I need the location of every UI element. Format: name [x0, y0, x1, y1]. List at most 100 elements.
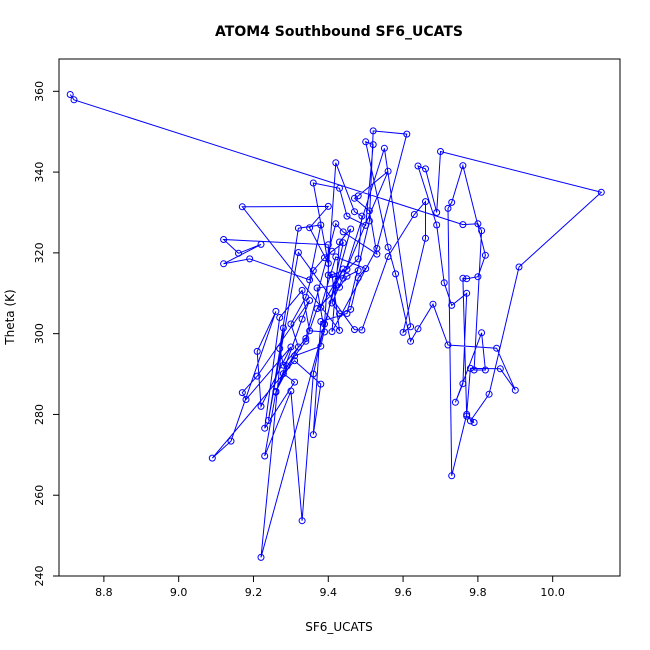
data-point — [384, 167, 392, 175]
data-point — [279, 370, 287, 378]
x-tick-label: 8.8 — [95, 586, 113, 599]
data-point — [365, 207, 373, 215]
data-point — [317, 221, 325, 229]
y-tick-label: 240 — [33, 566, 46, 587]
data-point — [414, 162, 422, 170]
data-point — [354, 274, 362, 282]
data-point — [343, 272, 351, 280]
data-point — [380, 144, 388, 152]
data-point — [328, 299, 336, 307]
data-point — [339, 239, 347, 247]
data-point — [384, 243, 392, 251]
data-point — [324, 271, 332, 279]
data-point — [384, 253, 392, 260]
data-point — [298, 517, 306, 525]
data-point — [459, 221, 467, 229]
data-point — [321, 254, 328, 262]
plot-frame — [58, 58, 621, 577]
data-point — [422, 198, 429, 206]
data-point — [328, 271, 336, 279]
data-point — [302, 335, 310, 342]
data-point — [433, 221, 441, 229]
data-point — [328, 247, 336, 255]
data-point — [313, 284, 321, 292]
data-point — [481, 251, 489, 259]
data-point — [407, 337, 415, 345]
data-point — [336, 184, 343, 192]
plot-area — [66, 91, 605, 561]
data-point — [317, 342, 325, 350]
data-point — [362, 265, 370, 273]
data-point — [392, 270, 400, 278]
series-line — [69, 94, 603, 558]
data-point — [362, 138, 370, 146]
data-point — [448, 301, 456, 309]
y-tick-label: 280 — [33, 404, 46, 425]
data-point — [362, 221, 370, 229]
data-point — [463, 410, 471, 418]
data-point — [309, 179, 317, 187]
series-points — [66, 91, 605, 561]
data-point — [332, 220, 340, 228]
data-point — [257, 402, 265, 410]
chart-title: ATOM4 Southbound SF6_UCATS — [215, 24, 463, 40]
data-point — [324, 241, 332, 249]
data-point — [343, 310, 351, 317]
data-point — [264, 417, 272, 424]
data-point — [291, 378, 299, 386]
data-point — [422, 165, 429, 173]
data-point — [444, 204, 452, 212]
data-point — [276, 314, 284, 321]
y-axis-label: Theta (K) — [3, 289, 17, 345]
y-tick-label: 360 — [33, 81, 46, 102]
data-point — [496, 365, 504, 373]
data-point — [317, 380, 325, 388]
y-tick-label: 260 — [33, 485, 46, 506]
data-point — [399, 328, 407, 336]
data-point — [287, 387, 295, 395]
data-point — [407, 323, 415, 331]
data-point — [354, 192, 362, 200]
data-point — [253, 372, 261, 380]
data-point — [459, 380, 467, 388]
data-point — [302, 293, 310, 301]
data-point — [238, 203, 246, 211]
data-point — [302, 337, 310, 345]
data-point — [354, 255, 362, 263]
x-tick-label: 10.0 — [540, 586, 565, 599]
data-point — [294, 249, 302, 256]
data-point — [343, 212, 351, 220]
data-point — [220, 236, 228, 243]
data-point — [403, 130, 411, 138]
data-point — [474, 273, 482, 281]
data-point — [261, 424, 269, 432]
data-point — [414, 325, 422, 333]
data-point — [321, 328, 328, 336]
data-point — [328, 328, 336, 336]
data-point — [291, 357, 299, 365]
data-point — [242, 396, 250, 403]
data-point — [463, 289, 471, 297]
data-point — [422, 234, 429, 242]
data-point — [481, 366, 489, 374]
y-tick-label: 340 — [33, 162, 46, 183]
data-point — [433, 209, 441, 216]
data-point — [429, 300, 437, 308]
data-point — [351, 208, 358, 216]
data-point — [283, 362, 291, 370]
data-point — [459, 162, 467, 170]
data-point — [332, 159, 340, 167]
data-point — [339, 274, 347, 282]
data-point — [324, 259, 332, 267]
data-point — [306, 224, 314, 232]
data-point — [597, 188, 605, 196]
data-point — [339, 228, 347, 236]
x-tick-label: 9.4 — [320, 586, 338, 599]
data-point — [343, 265, 351, 273]
data-point — [235, 249, 242, 257]
x-axis-label: SF6_UCATS — [305, 620, 373, 634]
data-point — [227, 437, 235, 445]
x-tick-label: 9.6 — [394, 586, 412, 599]
data-point — [336, 283, 343, 291]
